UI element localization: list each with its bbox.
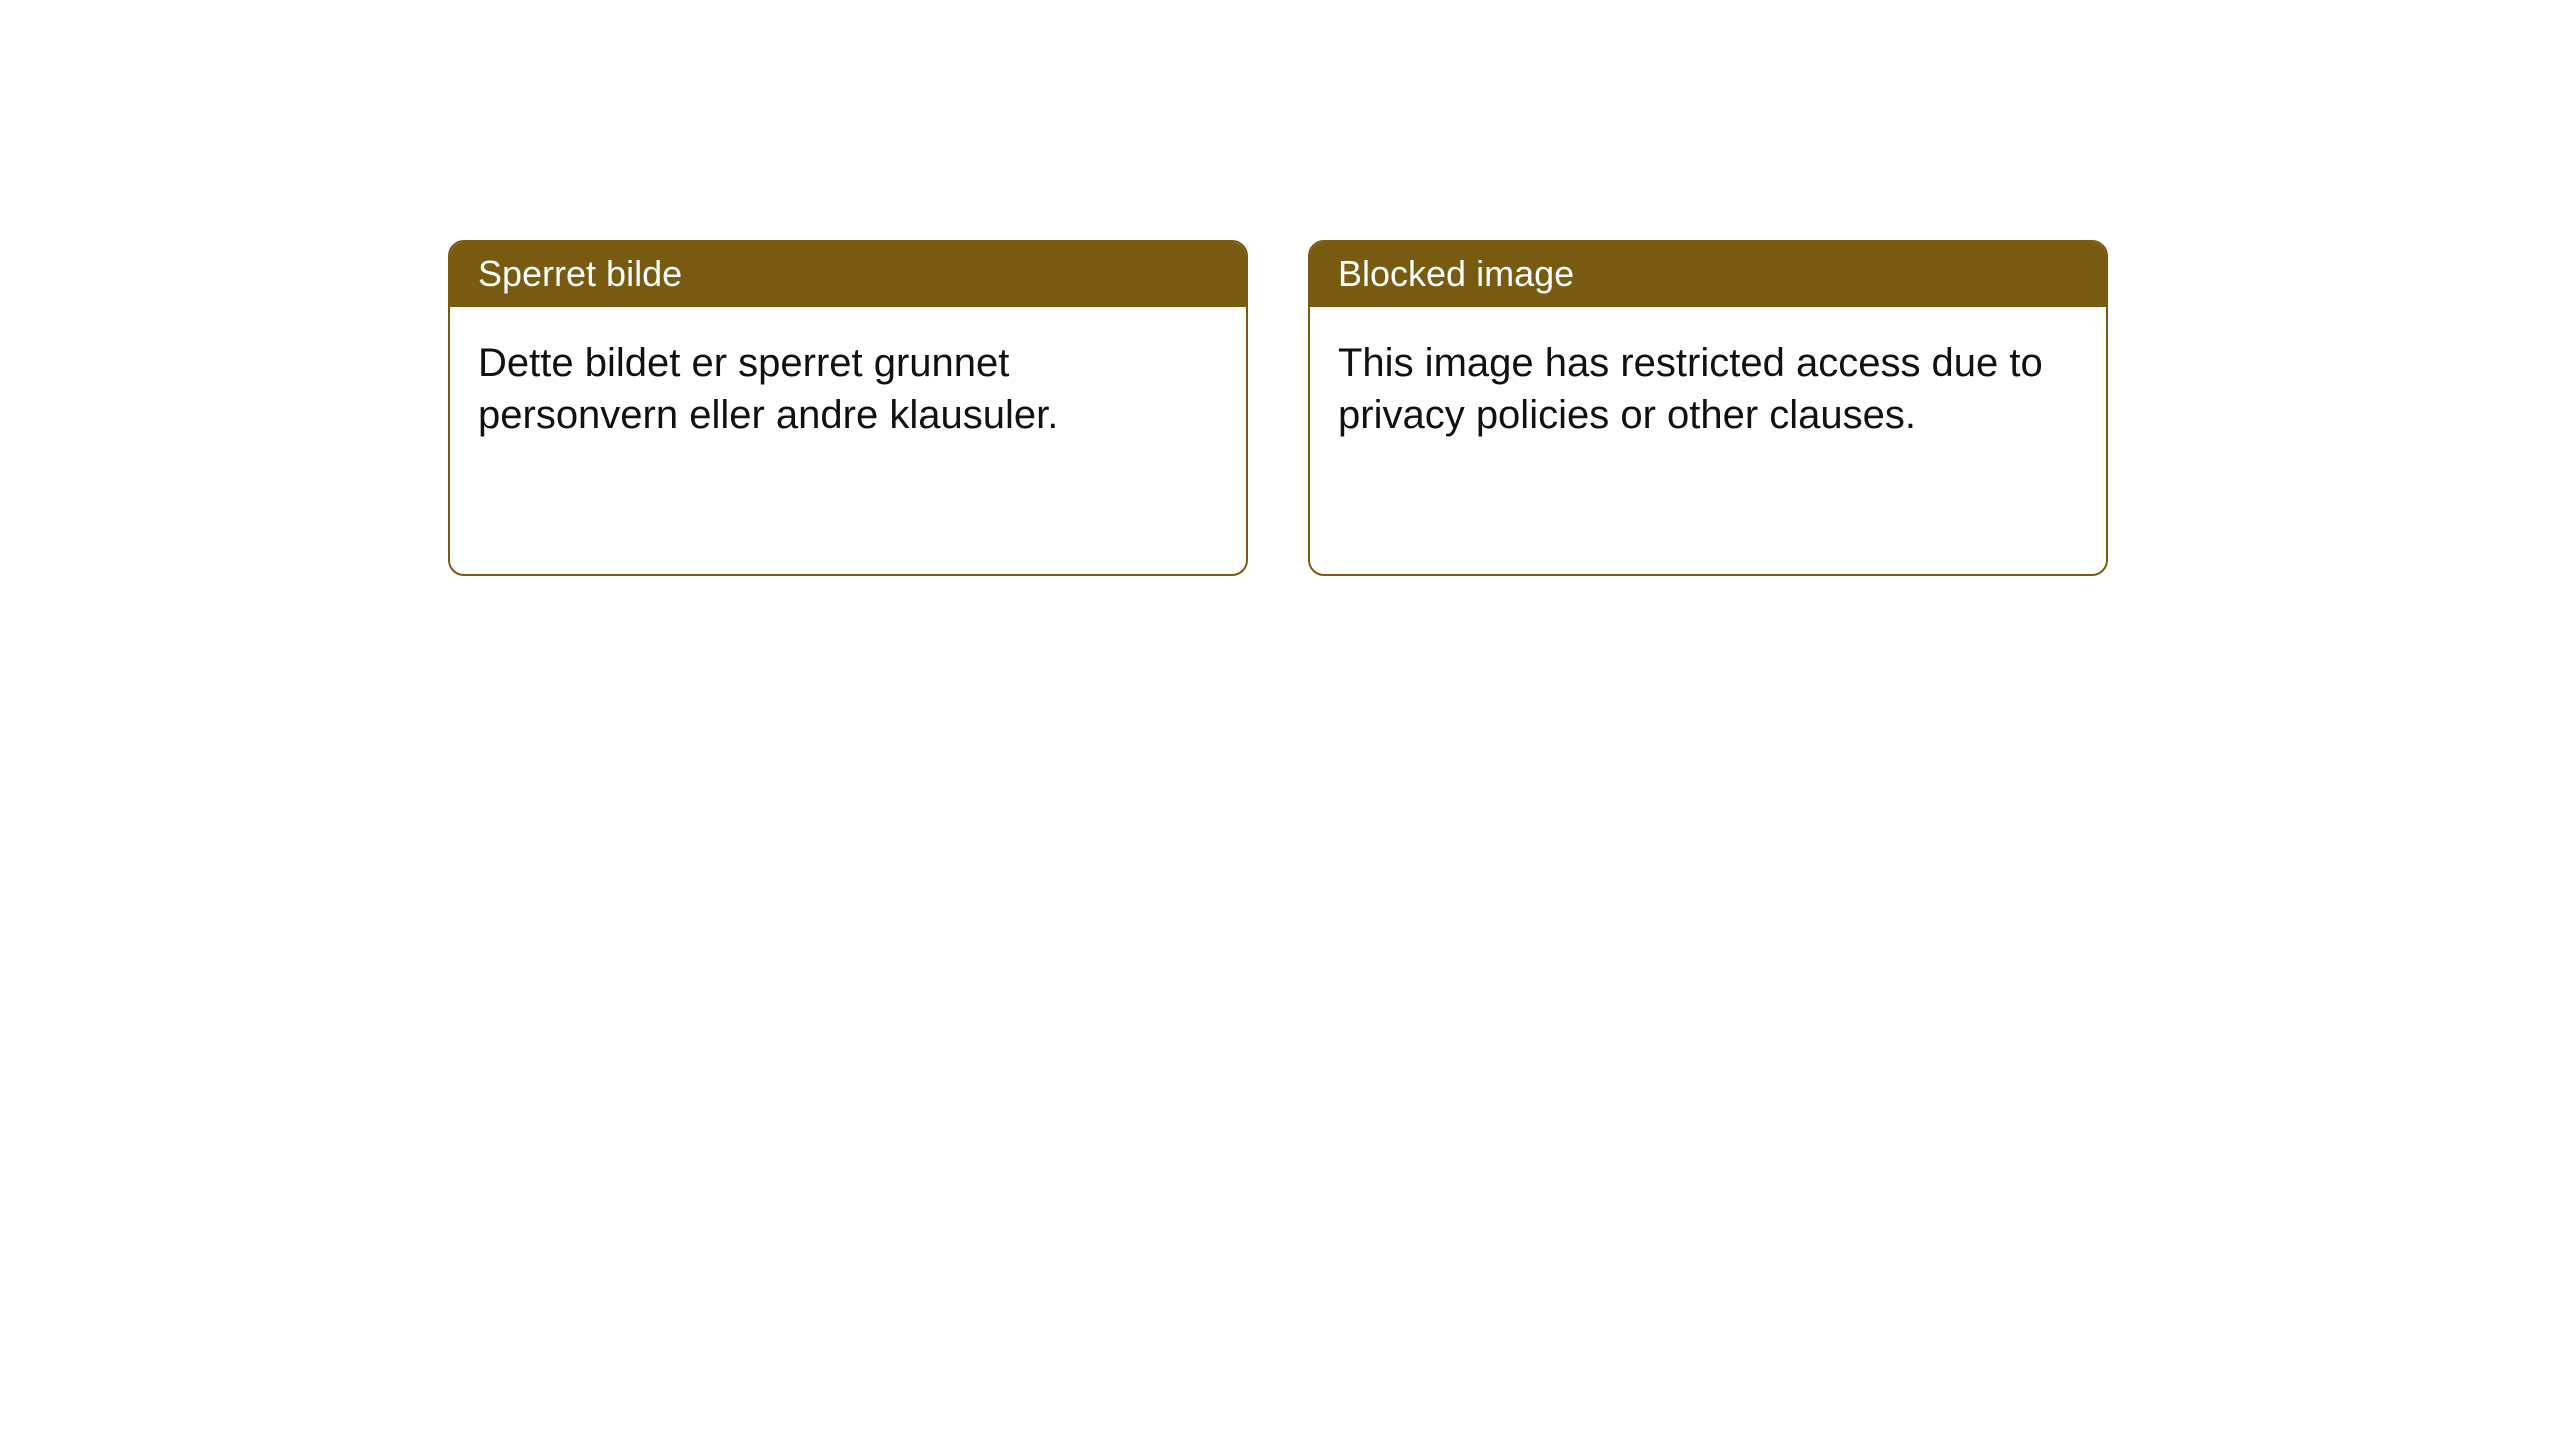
notice-row: Sperret bilde Dette bildet er sperret gr… bbox=[448, 240, 2108, 576]
notice-body-english: This image has restricted access due to … bbox=[1310, 307, 2106, 574]
notice-body-norwegian: Dette bildet er sperret grunnet personve… bbox=[450, 307, 1246, 574]
notice-header-english: Blocked image bbox=[1310, 242, 2106, 307]
notice-box-norwegian: Sperret bilde Dette bildet er sperret gr… bbox=[448, 240, 1248, 576]
notice-box-english: Blocked image This image has restricted … bbox=[1308, 240, 2108, 576]
page-canvas: Sperret bilde Dette bildet er sperret gr… bbox=[0, 0, 2560, 1440]
notice-header-norwegian: Sperret bilde bbox=[450, 242, 1246, 307]
